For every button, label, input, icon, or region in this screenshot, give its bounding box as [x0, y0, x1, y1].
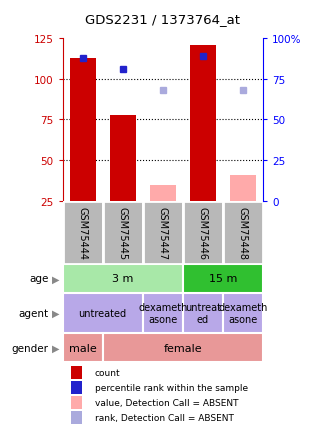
Bar	[71, 366, 82, 379]
Bar	[103, 201, 143, 264]
Text: GDS2231 / 1373764_at: GDS2231 / 1373764_at	[85, 13, 240, 26]
Text: 3 m: 3 m	[112, 274, 133, 284]
Bar	[63, 264, 183, 293]
Bar	[183, 293, 223, 333]
Bar	[71, 381, 82, 394]
Bar	[63, 293, 143, 333]
Text: GSM75448: GSM75448	[238, 206, 248, 259]
Bar	[103, 333, 263, 362]
Bar	[230, 175, 256, 201]
Bar	[63, 333, 103, 362]
Text: GSM75445: GSM75445	[118, 206, 128, 259]
Bar	[71, 411, 82, 424]
Bar	[69, 59, 96, 201]
Bar	[150, 185, 176, 201]
Text: ▶: ▶	[52, 308, 59, 318]
Bar	[143, 201, 183, 264]
Text: dexameth
asone: dexameth asone	[138, 302, 187, 324]
Text: 15 m: 15 m	[209, 274, 237, 284]
Bar	[110, 115, 136, 201]
Text: agent: agent	[18, 308, 49, 318]
Text: female: female	[163, 343, 202, 353]
Text: male: male	[69, 343, 96, 353]
Bar	[143, 293, 183, 333]
Text: percentile rank within the sample: percentile rank within the sample	[95, 383, 248, 392]
Bar	[63, 201, 103, 264]
Text: ▶: ▶	[52, 274, 59, 284]
Text: rank, Detection Call = ABSENT: rank, Detection Call = ABSENT	[95, 413, 233, 422]
Text: gender: gender	[12, 343, 49, 353]
Text: count: count	[95, 368, 120, 377]
Text: value, Detection Call = ABSENT: value, Detection Call = ABSENT	[95, 398, 238, 407]
Bar	[223, 201, 263, 264]
Text: ▶: ▶	[52, 343, 59, 353]
Text: untreated: untreated	[79, 308, 127, 318]
Bar	[183, 201, 223, 264]
Text: age: age	[29, 274, 49, 284]
Text: GSM75446: GSM75446	[198, 206, 208, 259]
Bar	[71, 396, 82, 409]
Bar	[190, 46, 216, 201]
Bar	[183, 264, 263, 293]
Text: GSM75444: GSM75444	[78, 206, 88, 259]
Text: GSM75447: GSM75447	[158, 206, 168, 259]
Bar	[223, 293, 263, 333]
Text: dexameth
asone: dexameth asone	[218, 302, 268, 324]
Text: untreat
ed: untreat ed	[185, 302, 221, 324]
